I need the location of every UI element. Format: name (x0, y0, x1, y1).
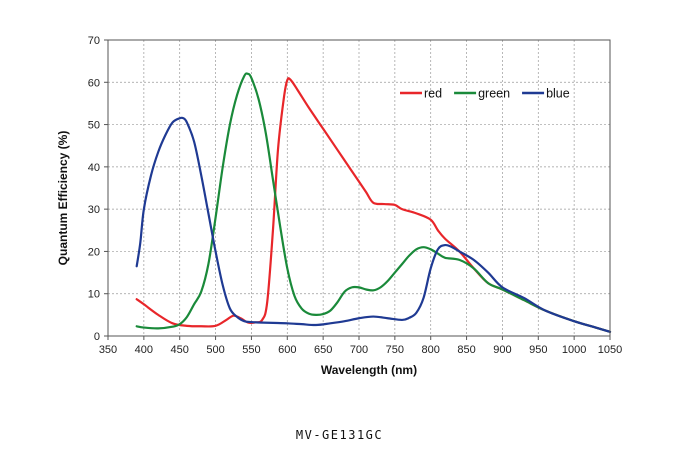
tick-layer: 350 400 450 500 550 600 650 700 750 800 850 900 950 1… (88, 35, 622, 356)
x-tick-label: 1050 (598, 344, 622, 356)
legend-label-red: red (424, 87, 442, 101)
y-tick-label: 30 (88, 204, 100, 216)
plot-border (107, 39, 611, 337)
quantum-efficiency-chart: 350 400 450 500 550 600 650 700 750 800 850 900 950 1… (56, 35, 622, 377)
series-line-green (135, 72, 612, 333)
series-line-blue (135, 116, 612, 333)
x-tick-label: 950 (529, 344, 547, 356)
x-tick-label: 450 (171, 344, 189, 356)
x-axis-title: Wavelength (nm) (321, 363, 417, 377)
x-tick-label: 650 (314, 344, 332, 356)
y-tick-label: 0 (94, 331, 100, 343)
x-tick-label: 550 (242, 344, 260, 356)
y-tick-label: 70 (88, 35, 100, 47)
y-tick-label: 50 (88, 120, 100, 132)
x-tick-label: 400 (135, 344, 153, 356)
x-tick-label: 500 (206, 344, 224, 356)
x-tick-label: 750 (386, 344, 404, 356)
y-tick-label: 40 (88, 162, 100, 174)
x-tick-label: 900 (493, 344, 511, 356)
legend-label-blue: blue (546, 87, 570, 101)
y-axis-title: Quantum Efficiency (%) (56, 131, 70, 266)
x-tick-label: 800 (422, 344, 440, 356)
y-tick-label: 60 (88, 77, 100, 89)
series-layer (135, 72, 612, 333)
model-caption: MV-GE131GC (295, 428, 384, 442)
x-tick-label: 1000 (562, 344, 586, 356)
grid-layer (107, 39, 611, 337)
y-tick-label: 20 (88, 246, 100, 258)
x-tick-label: 600 (278, 344, 296, 356)
x-tick-label: 700 (350, 344, 368, 356)
x-tick-label: 850 (457, 344, 475, 356)
legend-label-green: green (478, 87, 510, 101)
x-tick-label: 350 (99, 344, 117, 356)
chart-svg: 350 400 450 500 550 600 650 700 750 800 850 900 950 1… (56, 35, 622, 377)
y-tick-label: 10 (88, 289, 100, 301)
legend: red green blue (400, 87, 570, 101)
